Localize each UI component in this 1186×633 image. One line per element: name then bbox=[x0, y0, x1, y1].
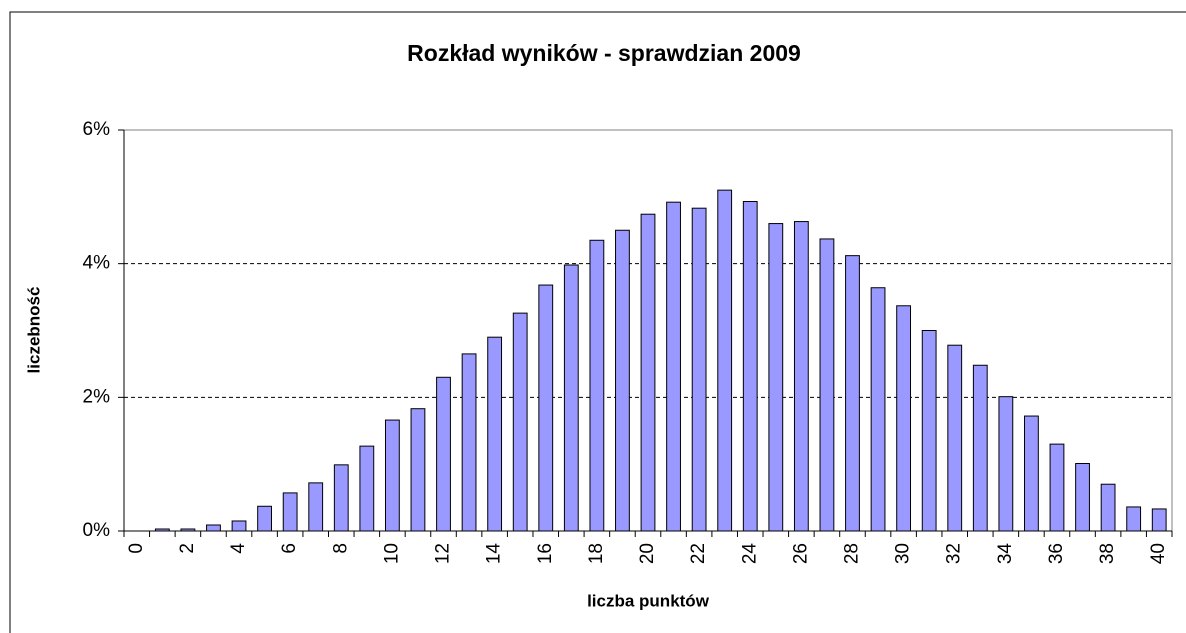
bar bbox=[768, 223, 784, 532]
bar bbox=[998, 396, 1014, 532]
bar bbox=[742, 201, 758, 532]
x-tick-label: 32 bbox=[944, 543, 965, 564]
x-tick-label: 20 bbox=[637, 543, 658, 564]
x-tick-label: 18 bbox=[586, 543, 607, 564]
bar bbox=[359, 445, 375, 532]
x-tick-label: 4 bbox=[228, 543, 249, 554]
bar bbox=[921, 330, 937, 532]
x-tick-label: 36 bbox=[1046, 543, 1067, 564]
bar bbox=[589, 239, 605, 532]
x-tick-label: 16 bbox=[535, 543, 556, 564]
x-tick-label: 2 bbox=[177, 543, 198, 554]
x-tick-label: 0 bbox=[126, 543, 147, 554]
bar bbox=[691, 207, 707, 532]
y-tick-label: 4% bbox=[83, 253, 111, 274]
x-tick-label: 8 bbox=[330, 543, 351, 554]
bar bbox=[947, 344, 963, 532]
bar bbox=[538, 284, 554, 532]
y-tick-label: 0% bbox=[83, 520, 111, 541]
bar bbox=[384, 419, 400, 532]
bar bbox=[487, 336, 503, 532]
bar bbox=[436, 376, 451, 532]
bar bbox=[793, 221, 809, 532]
bar bbox=[972, 364, 988, 532]
x-tick-label: 24 bbox=[739, 543, 760, 565]
x-tick-label: 30 bbox=[893, 543, 914, 564]
x-tick-label: 12 bbox=[433, 543, 454, 564]
bar bbox=[512, 312, 528, 532]
y-axis-label: liczebność bbox=[24, 287, 43, 374]
x-tick-label: 10 bbox=[381, 543, 402, 564]
bar bbox=[1049, 443, 1065, 532]
bar bbox=[717, 189, 733, 532]
bar bbox=[563, 264, 579, 532]
bar bbox=[1151, 508, 1167, 532]
bar bbox=[845, 255, 860, 532]
x-axis-label: liczba punktów bbox=[587, 591, 710, 610]
bar bbox=[1024, 415, 1039, 532]
x-tick-label: 6 bbox=[279, 543, 300, 554]
bar bbox=[896, 305, 912, 532]
bar bbox=[257, 505, 272, 532]
bar bbox=[666, 201, 681, 532]
bar bbox=[282, 492, 298, 532]
bar bbox=[333, 464, 349, 532]
bar bbox=[231, 520, 247, 532]
x-tick-label: 40 bbox=[1148, 543, 1169, 564]
bar bbox=[615, 229, 630, 532]
y-tick-label: 2% bbox=[83, 386, 111, 407]
bar bbox=[1100, 483, 1116, 532]
chart-title: Rozkład wyników - sprawdzian 2009 bbox=[407, 40, 801, 66]
x-tick-label: 38 bbox=[1097, 543, 1118, 564]
bar bbox=[410, 408, 426, 532]
bar bbox=[819, 238, 835, 532]
bar bbox=[461, 353, 477, 532]
x-tick-label: 34 bbox=[995, 543, 1016, 565]
y-tick-label: 6% bbox=[83, 119, 111, 140]
bar bbox=[1126, 506, 1142, 532]
bar bbox=[1075, 462, 1090, 532]
x-tick-label: 22 bbox=[688, 543, 709, 564]
bar bbox=[206, 524, 221, 532]
x-tick-label: 26 bbox=[790, 543, 811, 564]
bar bbox=[870, 287, 886, 532]
bar bbox=[308, 482, 324, 532]
x-tick-label: 14 bbox=[484, 543, 505, 565]
x-tick-label: 28 bbox=[842, 543, 863, 564]
bar bbox=[640, 213, 656, 532]
